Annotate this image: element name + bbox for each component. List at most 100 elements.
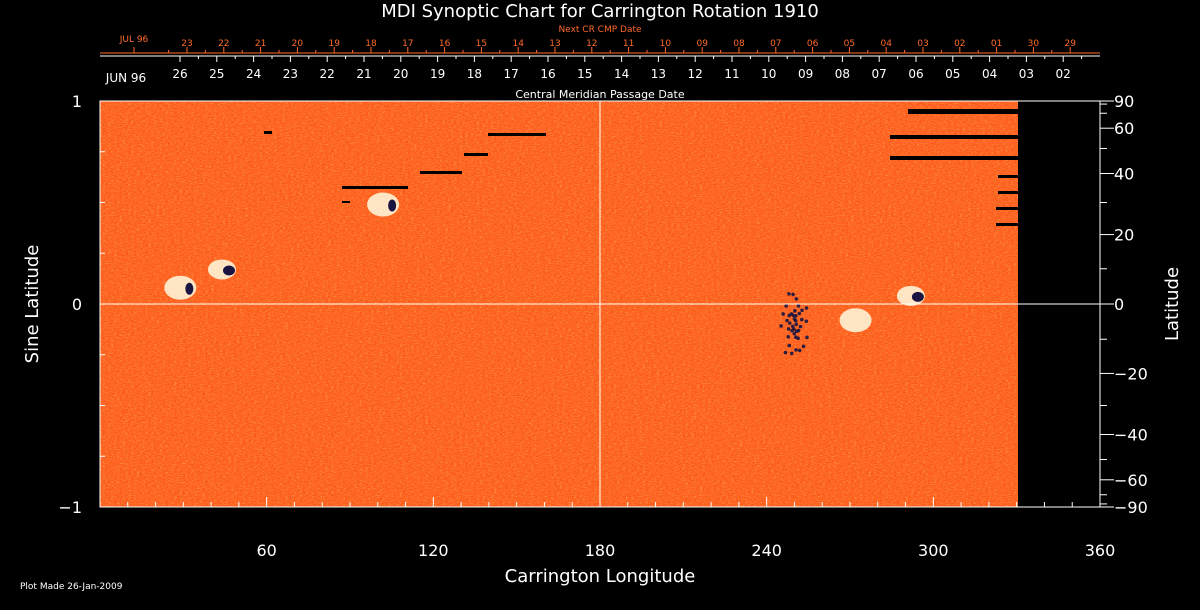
plot-area xyxy=(99,100,1101,508)
lat-tick-label: −60 xyxy=(1114,471,1148,490)
negative-polarity-patch xyxy=(786,335,791,339)
cmp-day-label: 07 xyxy=(872,67,887,81)
negative-polarity-patch xyxy=(794,348,798,352)
cmp-day-label: 26 xyxy=(172,67,187,81)
x-tick-label: 180 xyxy=(585,541,616,560)
streak xyxy=(998,191,1018,194)
streak xyxy=(996,207,1018,210)
streak xyxy=(998,175,1018,178)
lat-tick-label: 60 xyxy=(1114,119,1134,138)
next-cr-day-label: 17 xyxy=(402,39,413,49)
cmp-day-label: 17 xyxy=(504,67,519,81)
cmp-day-label: 15 xyxy=(577,67,592,81)
negative-polarity-patch xyxy=(794,335,798,339)
negative-polarity-patch xyxy=(791,313,796,318)
missing-data-streaks xyxy=(264,109,1018,226)
negative-polarity-patch xyxy=(223,265,235,276)
streak xyxy=(996,223,1018,226)
next-cr-day-label: 01 xyxy=(991,39,1002,49)
negative-polarity-patch xyxy=(787,292,791,296)
positive-polarity-patch xyxy=(839,308,872,333)
next-cr-day-label: 02 xyxy=(954,39,965,49)
next-cr-day-label: 13 xyxy=(549,39,560,49)
streak xyxy=(908,109,1018,114)
sine-latitude-axis: 1 0 −1 xyxy=(58,92,110,517)
next-cr-day-label: 16 xyxy=(439,39,451,49)
negative-polarity-patch xyxy=(789,351,794,356)
negative-polarity-patch xyxy=(798,324,803,329)
cmp-caption: Central Meridian Passage Date xyxy=(515,88,684,101)
negative-polarity-patch xyxy=(804,306,809,310)
negative-polarity-patch xyxy=(805,335,809,340)
x-axis-title: Carrington Longitude xyxy=(505,566,696,587)
cmp-day-label: 06 xyxy=(908,67,923,81)
lat-tick-label: 40 xyxy=(1114,165,1134,184)
negative-polarity-patch xyxy=(790,324,795,329)
negative-polarity-patch xyxy=(794,297,799,301)
cmp-day-label: 11 xyxy=(724,67,739,81)
cmp-day-label: 14 xyxy=(614,67,629,81)
next-cr-day-label: 23 xyxy=(181,39,192,49)
negative-polarity-patch xyxy=(793,309,797,313)
negative-polarity-patch xyxy=(781,312,785,316)
next-cr-day-label: 15 xyxy=(476,39,487,49)
cmp-day-label: 10 xyxy=(761,67,776,81)
next-cr-day-label: 04 xyxy=(880,39,892,49)
next-cr-day-label: 22 xyxy=(218,39,229,49)
cmp-day-label: 19 xyxy=(430,67,445,81)
lat-tick-label: 20 xyxy=(1114,226,1134,245)
negative-polarity-patch xyxy=(796,304,801,308)
next-cr-day-label: 08 xyxy=(733,39,745,49)
magnetic-features xyxy=(164,192,925,356)
next-cr-axis: 23 22 21 20 19 18 17 16 15 14 13 12 11 10 09 08 07 06 05 04… xyxy=(100,39,1100,54)
lat-tick-label: −90 xyxy=(1114,498,1148,517)
cmp-day-label: 12 xyxy=(688,67,703,81)
streak xyxy=(420,171,462,174)
negative-polarity-patch xyxy=(786,327,791,331)
y-axis-title-left: Sine Latitude xyxy=(22,245,43,364)
x-tick-label: 240 xyxy=(751,541,782,560)
cmp-date-axis: 26 25 24 23 22 21 20 19 18 17 16 15 14 13 12 11 10 09 08 07… xyxy=(100,55,1100,81)
negative-polarity-patch xyxy=(388,199,397,212)
negative-polarity-patch xyxy=(791,327,796,331)
negative-polarity-patch xyxy=(779,324,783,328)
next-cr-day-label: 11 xyxy=(623,39,634,49)
lat-tick-label: −40 xyxy=(1114,425,1148,444)
negative-polarity-patch xyxy=(185,282,194,295)
streak xyxy=(464,153,488,156)
streak xyxy=(342,186,408,189)
cmp-day-label: 04 xyxy=(982,67,997,81)
x-tick-label: 360 xyxy=(1085,541,1116,560)
cmp-day-label: 20 xyxy=(393,67,408,81)
streak xyxy=(264,131,272,134)
latitude-axis: 90 60 40 20 0 −20 −40 −60 −90 xyxy=(1100,92,1148,517)
negative-polarity-patch xyxy=(911,291,924,302)
negative-polarity-patch xyxy=(783,350,788,355)
negative-polarity-patch xyxy=(794,329,799,334)
next-cr-day-label: 18 xyxy=(365,39,377,49)
negative-polarity-patch xyxy=(797,311,802,316)
next-cr-day-label: 05 xyxy=(844,39,855,49)
next-cr-day-label: 29 xyxy=(1064,39,1076,49)
next-cr-day-label: 09 xyxy=(696,39,708,49)
lat-tick-label: 90 xyxy=(1114,92,1134,111)
next-cr-day-label: 12 xyxy=(586,39,597,49)
next-cr-day-label: 03 xyxy=(917,39,928,49)
negative-polarity-patch xyxy=(804,319,809,324)
streak xyxy=(890,156,1018,160)
x-tick-label: 60 xyxy=(256,541,276,560)
negative-polarity-patch xyxy=(785,318,789,323)
negative-polarity-patch xyxy=(791,292,795,297)
cmp-day-label: 25 xyxy=(209,67,224,81)
negative-polarity-patch xyxy=(801,344,806,349)
cmp-day-label: 18 xyxy=(467,67,482,81)
cmp-day-label: 24 xyxy=(246,67,261,81)
next-cr-day-label: 20 xyxy=(292,39,304,49)
next-cr-day-label: 19 xyxy=(328,39,340,49)
negative-polarity-patch xyxy=(792,317,797,321)
chart-title: MDI Synoptic Chart for Carrington Rotati… xyxy=(381,1,819,22)
cmp-day-label: 09 xyxy=(798,67,813,81)
next-cr-day-label: 10 xyxy=(660,39,672,49)
streak xyxy=(342,201,350,203)
